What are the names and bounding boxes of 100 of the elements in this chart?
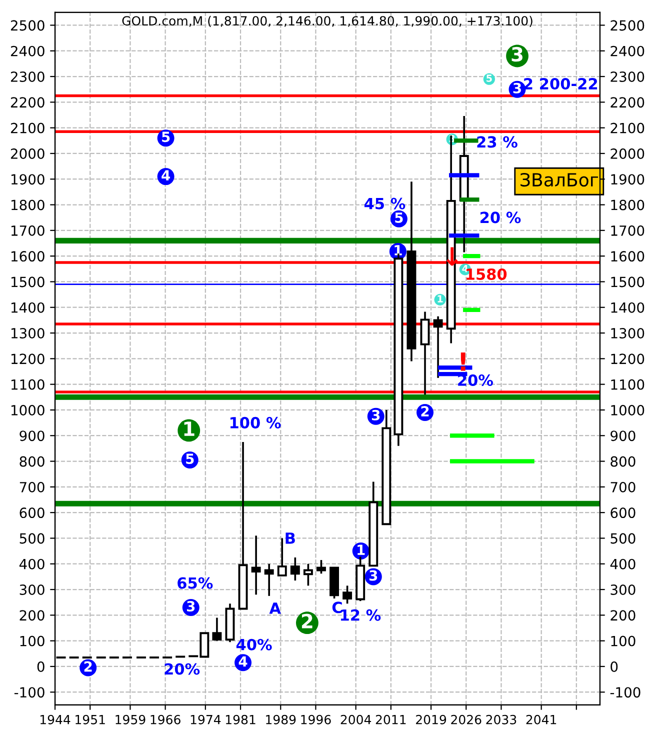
y2-tick-label: 1100 — [611, 379, 644, 390]
y2-tick-label: 800 — [610, 456, 636, 467]
y2-tick-label: 1800 — [611, 200, 644, 210]
y2-tick-label: 500 — [610, 533, 636, 544]
candlestick — [433, 315, 443, 379]
annotation: 100 % — [230, 416, 281, 428]
candlestick — [264, 562, 274, 597]
annotation: 5 — [186, 454, 194, 464]
annotation: 2 — [302, 614, 312, 628]
y-tick-label: 1000 — [11, 404, 44, 416]
y-tick-label: 1700 — [11, 225, 44, 236]
annotation: 1 — [438, 295, 443, 302]
annotation: 3 — [512, 46, 522, 62]
annotation: 4 — [238, 656, 248, 666]
annotation: C — [332, 602, 342, 614]
y-tick-label: 1300 — [11, 328, 44, 338]
annotation: 3 — [186, 600, 195, 612]
annotation: 5 — [395, 212, 403, 223]
y-tick-label: 800 — [20, 456, 44, 467]
y-tick-label: 2500 — [10, 20, 44, 31]
y-tick-label: 1900 — [11, 174, 44, 185]
y-tick-label: 1100 — [11, 379, 44, 390]
y-tick-label: 0 — [37, 661, 44, 672]
y2-tick-label: 300 — [610, 584, 636, 595]
candlestick — [316, 559, 326, 575]
x-tick-label: 1966 — [150, 714, 180, 724]
y2-tick-label: 0 — [610, 661, 618, 672]
y2-tick-label: 1200 — [611, 354, 644, 364]
annotation: 2 — [84, 661, 92, 672]
y2-tick-label: 2100 — [610, 122, 644, 134]
y-tick-label: 100 — [20, 636, 44, 646]
y2-tick-label: 700 — [610, 482, 636, 492]
annotation: 1 — [184, 422, 194, 436]
candlestick — [342, 584, 352, 605]
x-tick-label: 1951 — [76, 714, 105, 724]
y-tick-label: 2400 — [10, 46, 44, 56]
x-tick-label: 2026 — [451, 714, 482, 724]
annotation: B — [286, 532, 295, 544]
y2-tick-label: 2000 — [610, 148, 644, 159]
x-tick-label: 2041 — [526, 714, 556, 724]
x-tick-label: 2019 — [416, 714, 446, 724]
y-tick-label: 600 — [20, 508, 44, 518]
x-tick-label: 1989 — [266, 714, 296, 724]
y2-tick-label: 400 — [610, 558, 636, 570]
x-tick-label: 2011 — [376, 714, 406, 724]
y2-tick-label: 1500 — [611, 276, 644, 288]
y2-tick-label: 1600 — [611, 251, 644, 262]
y2-tick-label: 1400 — [611, 302, 644, 313]
y2-tick-label: -100 — [610, 687, 640, 698]
annotation: 3 — [369, 570, 378, 581]
y-tick-label: 2300 — [10, 71, 44, 82]
chart-title: GOLD.com,M (1,817.00, 2,146.00, 1,614.80, 1,990.00, +173.100) — [122, 16, 532, 27]
x-tick-label: 1996 — [301, 714, 331, 724]
annotation: 1 — [394, 245, 402, 256]
y2-tick-label: 2300 — [610, 71, 644, 82]
candlestick — [277, 537, 287, 576]
x-tick-label: 2004 — [340, 714, 372, 724]
x-tick-label: 1944 — [40, 714, 70, 724]
annotation: 12 % — [340, 609, 381, 621]
annotation: ЗВалБог — [520, 172, 598, 187]
candlestick — [212, 616, 222, 642]
y2-tick-label: 1000 — [611, 404, 644, 416]
y-tick-label: 1500 — [11, 276, 44, 288]
annotation: 2 — [421, 406, 429, 416]
y-tick-label: 1400 — [11, 302, 44, 313]
annotation: 20% — [164, 663, 200, 675]
y-tick-label: 700 — [20, 482, 44, 492]
x-tick-label: 1959 — [116, 714, 146, 724]
candlestick — [290, 556, 300, 582]
annotation: 23 % — [477, 136, 518, 148]
y-tick-label: 2200 — [10, 97, 44, 108]
x-tick-label: 2033 — [486, 714, 516, 724]
annotation: 40% — [236, 638, 272, 650]
x-tick-label: 1974 — [190, 714, 221, 724]
y2-tick-label: 2500 — [610, 20, 644, 31]
y-tick-label: 1200 — [11, 354, 44, 364]
annotation: 4 — [162, 170, 170, 180]
annotation: 3 — [513, 82, 521, 94]
y-tick-label: 400 — [19, 558, 44, 570]
candlestick — [251, 534, 261, 596]
y2-tick-label: 200 — [610, 610, 636, 621]
annotation: 65% — [178, 577, 213, 589]
x-tick-label: 1981 — [226, 714, 256, 724]
annotation: 5 — [162, 132, 170, 142]
y2-tick-label: 600 — [610, 508, 636, 518]
y-tick-label: -100 — [14, 687, 44, 698]
annotation: 1 — [358, 544, 365, 555]
y-tick-label: 1800 — [11, 200, 44, 210]
annotation: A — [269, 602, 281, 614]
y2-tick-label: 2200 — [610, 97, 644, 108]
y-tick-label: 1600 — [11, 251, 44, 262]
candlestick — [303, 562, 313, 587]
y2-tick-label: 900 — [610, 430, 636, 442]
y2-tick-label: 100 — [611, 636, 636, 646]
annotation: 5 — [486, 74, 492, 82]
y2-tick-label: 2400 — [610, 46, 644, 56]
y2-tick-label: 1700 — [611, 225, 644, 236]
y-tick-label: 900 — [20, 430, 44, 442]
y2-tick-label: 1900 — [611, 174, 644, 185]
y-tick-label: 500 — [20, 533, 44, 544]
